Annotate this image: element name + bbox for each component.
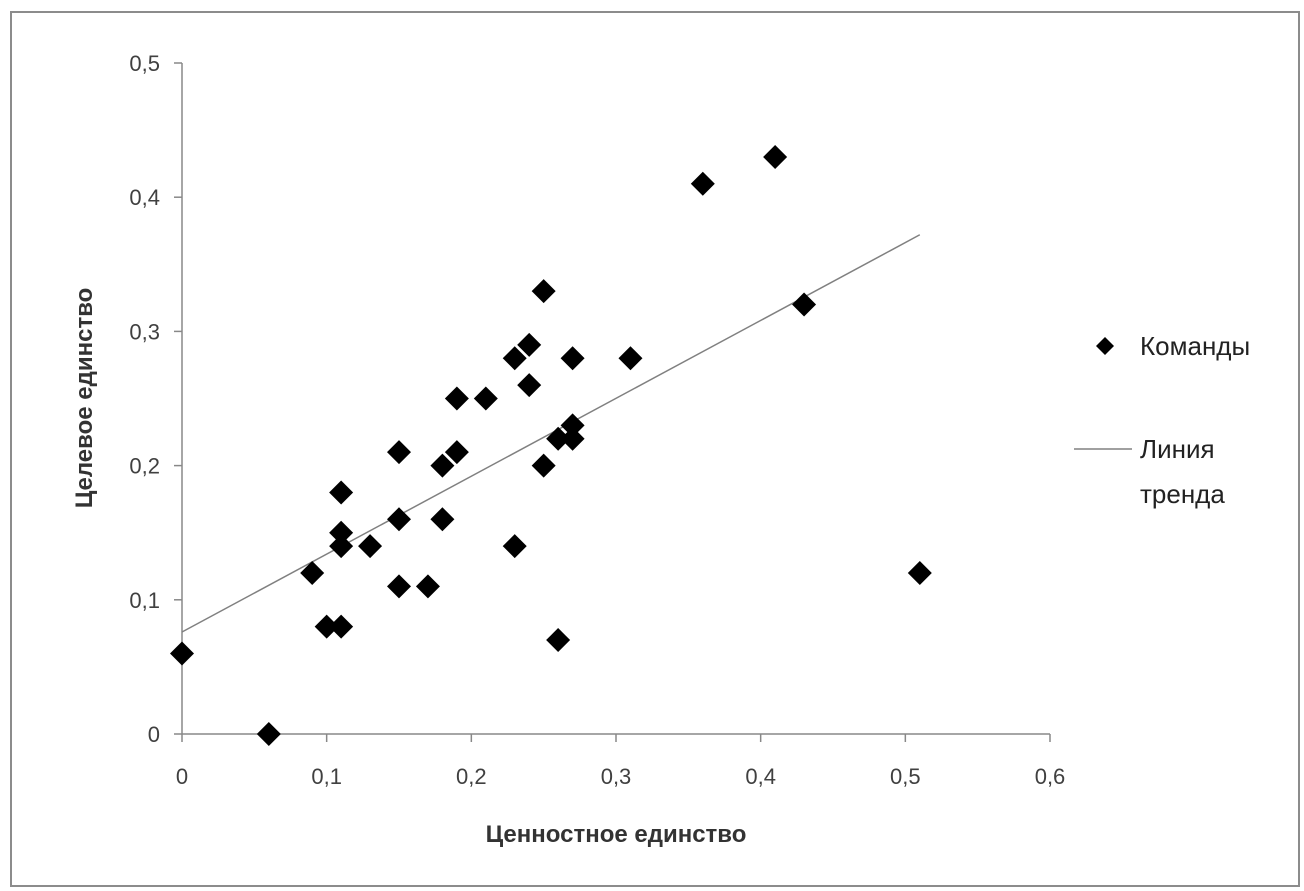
data-point — [517, 373, 542, 398]
data-point — [170, 641, 194, 666]
data-point — [502, 534, 527, 559]
legend-label-trend-line: Линия — [1140, 434, 1215, 464]
y-tick-label: 0,4 — [129, 185, 160, 210]
data-point — [430, 453, 455, 478]
data-point — [387, 507, 411, 532]
x-tick-label: 0,2 — [456, 764, 487, 789]
legend-marker-teams — [1096, 337, 1114, 355]
data-point — [560, 426, 585, 451]
data-point — [415, 574, 440, 599]
x-tick-label: 0,3 — [601, 764, 632, 789]
y-tick-label: 0,1 — [129, 588, 160, 613]
data-point — [560, 346, 585, 371]
data-point — [387, 440, 411, 465]
data-point — [358, 534, 383, 559]
data-point — [792, 292, 817, 317]
data-point — [907, 560, 932, 585]
y-tick-label: 0,2 — [129, 454, 160, 479]
legend-label-trend-line: тренда — [1140, 479, 1225, 509]
x-axis-title: Ценностное единство — [486, 821, 747, 848]
chart-area: 0 0,1 0,2 0,3 0,4 0,5 0,6 0 0,1 0,2 0,3 0,4 0,5 Ценно… — [10, 11, 1300, 887]
data-point — [430, 507, 455, 532]
data-point — [517, 332, 542, 357]
data-point — [618, 346, 643, 371]
y-axis-title: Целевое единство — [71, 288, 98, 509]
scatter-chart: 0 0,1 0,2 0,3 0,4 0,5 0,6 0 0,1 0,2 0,3 0,4 0,5 Ценно… — [71, 51, 1250, 848]
data-point — [256, 722, 281, 746]
data-point — [690, 171, 715, 196]
data-point — [387, 574, 411, 599]
data-point — [502, 346, 527, 371]
data-point — [531, 453, 556, 478]
data-point — [444, 440, 469, 465]
data-point — [546, 628, 571, 653]
data-point — [329, 614, 354, 639]
y-tick-label: 0 — [148, 722, 160, 747]
x-tick-label: 0,6 — [1035, 764, 1066, 789]
data-point — [560, 413, 585, 438]
x-tick-label: 0,4 — [745, 764, 776, 789]
x-tick-label: 0,1 — [311, 764, 342, 789]
y-tick-label: 0,5 — [129, 51, 160, 76]
legend-label-teams: Команды — [1140, 331, 1250, 361]
data-point — [314, 614, 339, 639]
data-point — [300, 560, 325, 585]
x-tick-label: 0 — [176, 764, 188, 789]
y-tick-label: 0,3 — [129, 319, 160, 344]
x-tick-label: 0,5 — [890, 764, 921, 789]
data-point — [531, 279, 556, 304]
legend-label-trend: Линия тренда — [1140, 434, 1225, 509]
data-point — [473, 386, 498, 411]
data-point — [329, 480, 354, 505]
data-point — [546, 426, 571, 451]
data-point — [329, 534, 354, 559]
data-point — [329, 520, 354, 545]
data-point — [763, 144, 788, 169]
data-point — [444, 386, 469, 411]
